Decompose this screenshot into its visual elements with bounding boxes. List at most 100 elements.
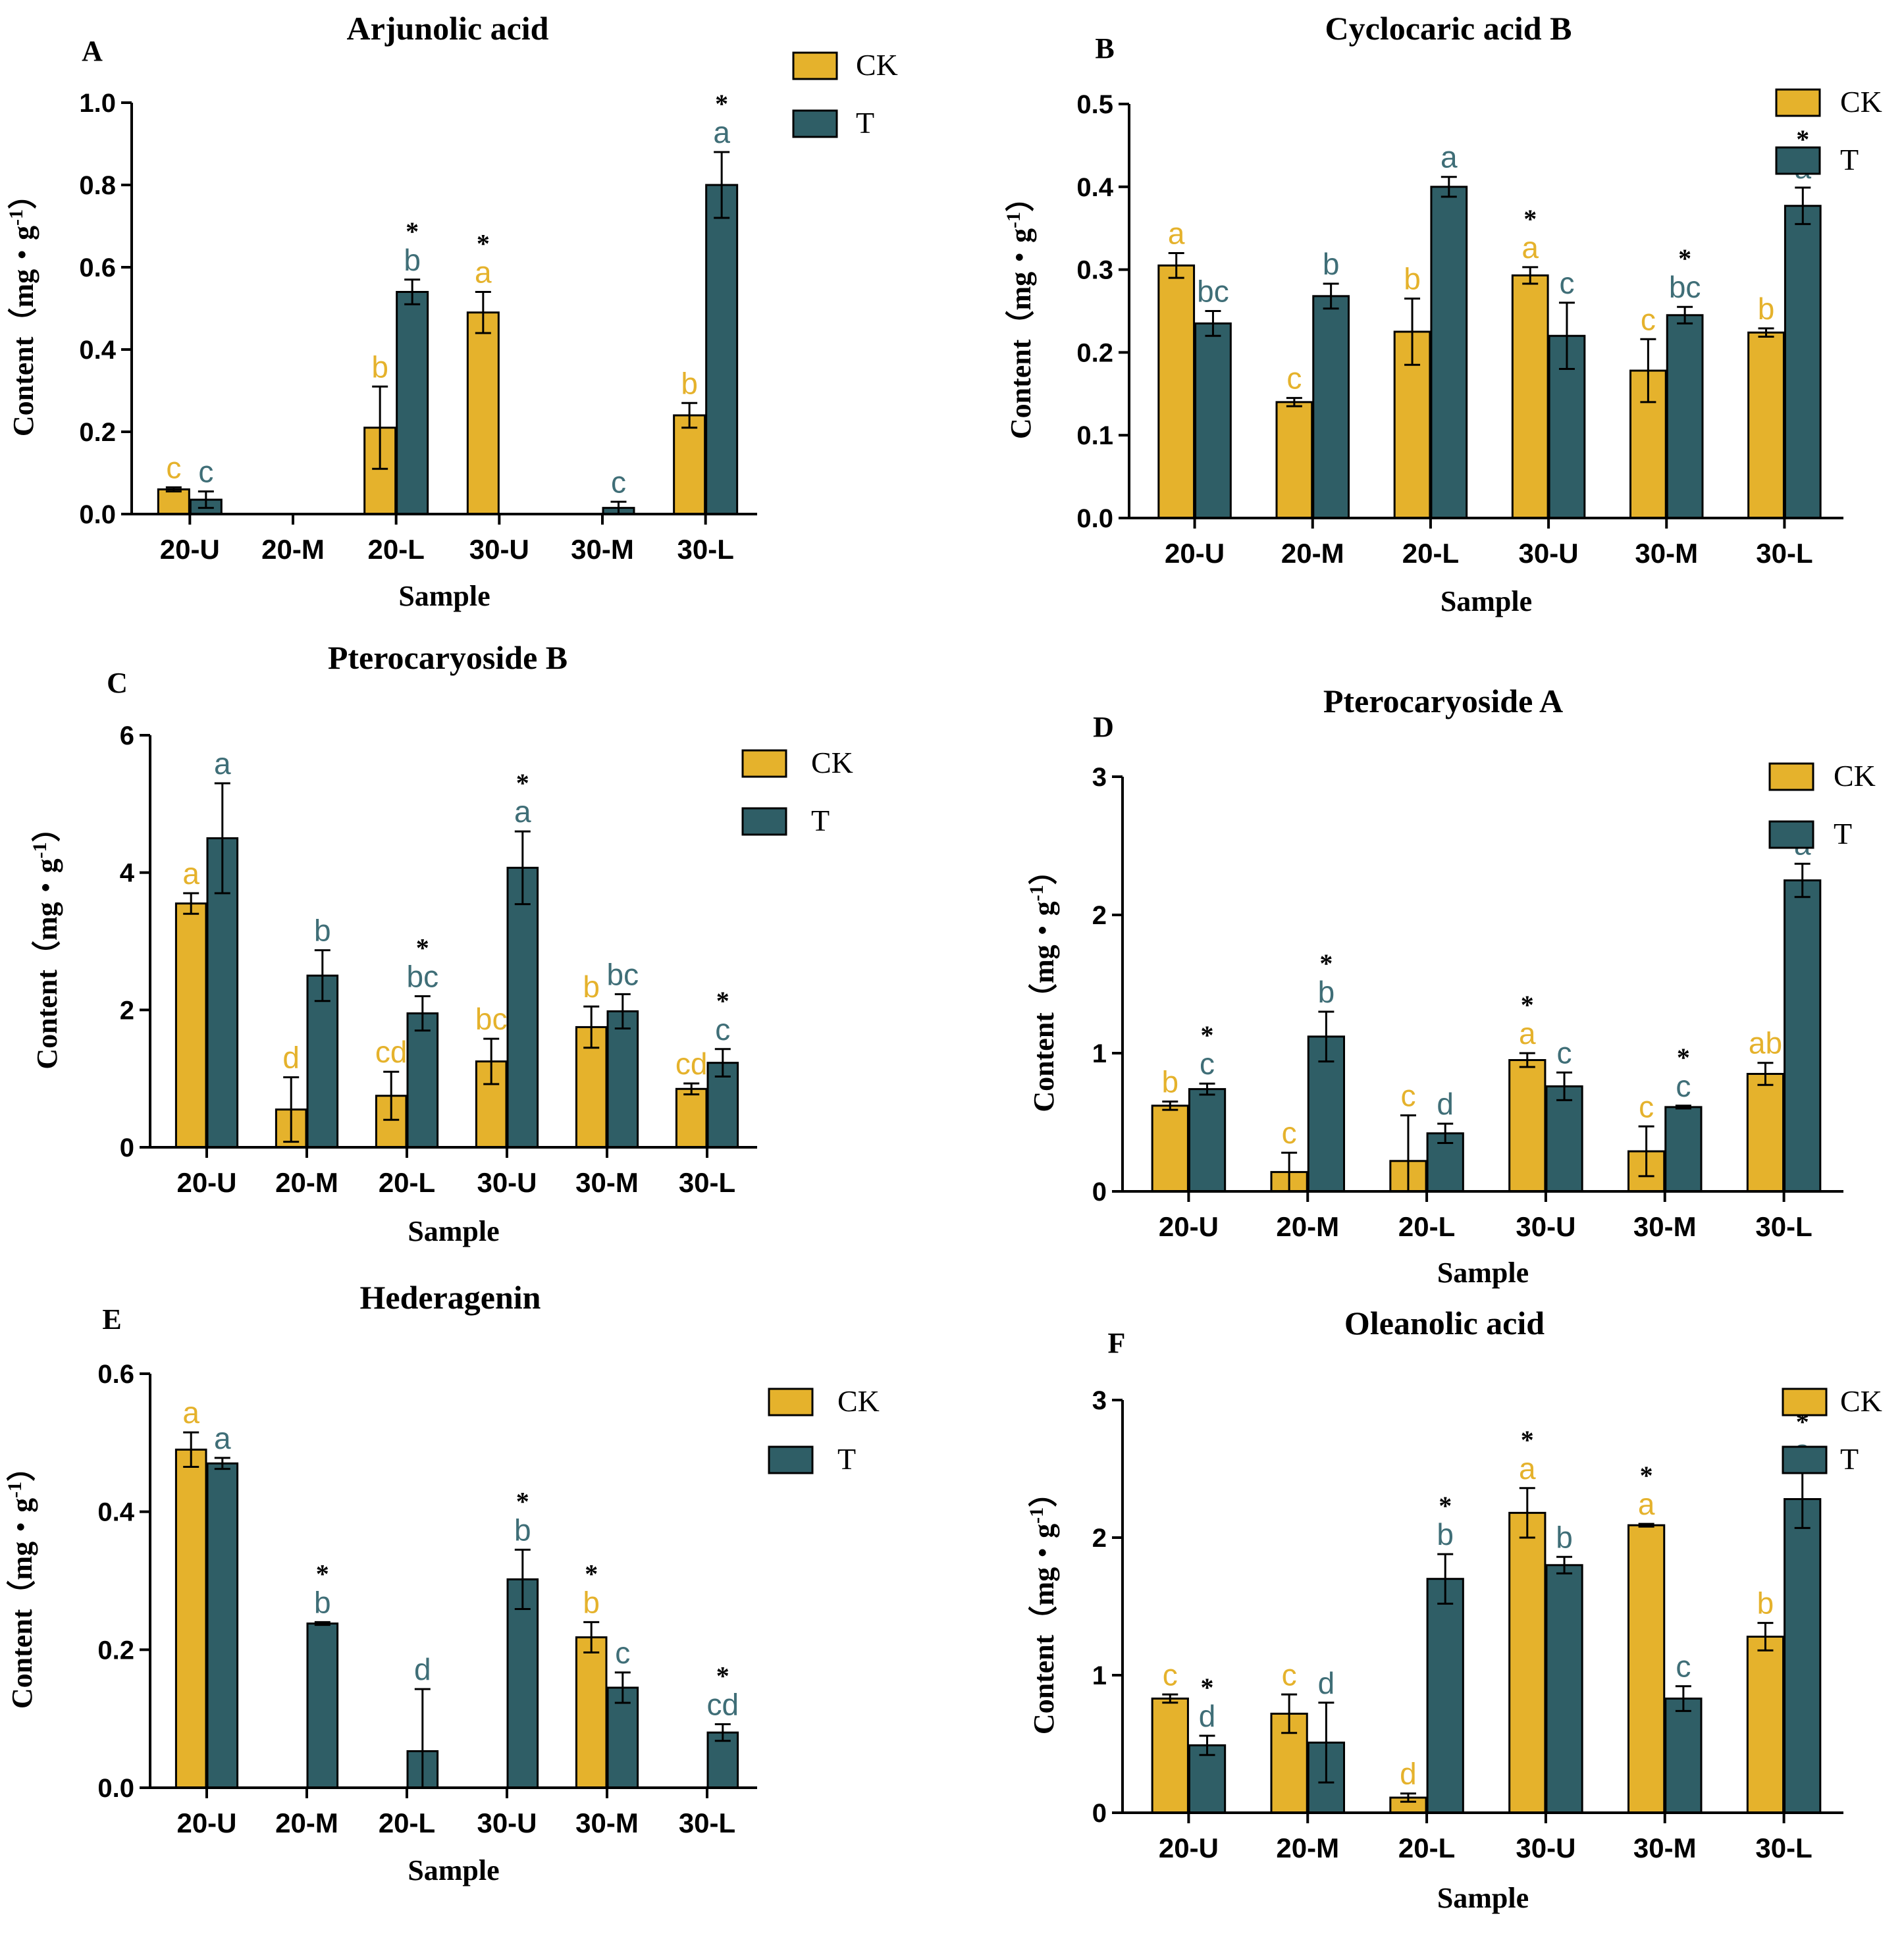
bar-t [306,1622,339,1789]
significance-letter: b [1757,1586,1774,1621]
bar-ck [575,1636,608,1789]
bar-ck [1275,401,1313,519]
x-tick-label: 30-U [477,1807,537,1838]
x-tick-label: 20-U [1165,538,1225,569]
y-tick-label: 0.0 [97,1774,134,1803]
significance-star: * [1678,244,1691,273]
significance-letter: b [1323,247,1340,281]
x-tick-label: 30-U [477,1167,537,1198]
significance-letter: c [1676,1069,1691,1103]
panel-label: F [1108,1327,1126,1359]
significance-letter: c [1200,1047,1215,1081]
x-tick-label: 30-L [679,1807,735,1838]
significance-letter: d [1437,1087,1454,1121]
bar-ck [1508,1059,1547,1193]
significance-letter: a [1638,1487,1655,1521]
y-tick-label: 0.3 [1076,256,1113,285]
significance-letter: c [615,1636,630,1670]
x-tick-label: 20-M [1281,538,1344,569]
y-tick-label: 0.2 [1076,338,1113,367]
y-tick-label: 0.6 [97,1360,134,1389]
y-axis-title: Content（mg・g-1） [5,180,40,436]
significance-letter: a [1521,230,1539,265]
y-tick-label: 0 [1092,1178,1107,1207]
significance-letter: bc [407,959,439,993]
legend-label-ck: CK [1840,85,1882,118]
y-tick-label: 2 [1092,901,1107,930]
significance-letter: bc [1197,274,1229,309]
legend-label-t: T [1840,1442,1859,1476]
x-axis-title: Sample [398,580,490,612]
x-tick-label: 30-M [571,534,634,565]
significance-letter: a [1441,140,1458,174]
chart-title: Oleanolic acid [1344,1305,1545,1341]
significance-letter: a [1519,1451,1536,1486]
x-tick-label: 30-M [575,1807,639,1838]
chart-panel-f: Oleanolic acidFccda*a*bd*db*bca*012320-U… [1026,1305,1882,1914]
significance-letter: bc [1669,270,1701,304]
legend-swatch-ck [741,749,787,778]
legend-swatch-ck [1768,762,1814,791]
bar-ck [1746,1635,1785,1814]
significance-star: * [1439,1491,1452,1520]
x-tick-label: 20-L [1402,538,1459,569]
significance-star: * [416,933,429,962]
significance-letter: a [1168,216,1185,250]
bar-ck [1508,1511,1547,1814]
legend-swatch-t [1775,146,1821,175]
bar-ck [1747,331,1785,519]
legend-swatch-t [1768,820,1814,849]
legend-label-ck: CK [811,746,853,779]
bar-ck [157,488,190,515]
significance-letter: c [715,1012,730,1047]
bar-t [1426,1578,1464,1814]
y-axis-title: Content（mg・g-1） [1026,856,1060,1112]
x-tick-label: 20-U [176,1807,236,1838]
significance-letter: a [713,115,730,149]
significance-letter: bc [475,1002,508,1036]
panel-label: B [1095,32,1114,65]
x-tick-label: 30-U [1516,1211,1575,1242]
bar-t [206,1462,239,1789]
panel-label: D [1093,711,1114,743]
legend-label-t: T [856,106,874,140]
bar-t [1312,295,1350,519]
y-tick-label: 0.0 [79,500,116,529]
significance-letter: d [414,1652,431,1686]
panel-label: A [82,35,103,67]
chart-panel-a: Arjunolic acidAcba*bcb*ca*0.00.20.40.60.… [5,10,898,612]
significance-letter: d [282,1041,300,1075]
bar-t [306,974,339,1149]
significance-star: * [1521,1425,1534,1455]
significance-letter: b [1404,262,1421,296]
x-tick-label: 20-L [1398,1211,1455,1242]
significance-letter: cd [675,1047,708,1081]
x-tick-label: 20-M [261,534,325,565]
significance-letter: b [314,914,331,948]
significance-letter: a [475,255,492,290]
x-tick-label: 30-U [469,534,529,565]
bar-ck [1511,274,1549,519]
legend-swatch-t [768,1445,814,1474]
x-tick-label: 30-M [1633,1832,1697,1863]
legend-label-ck: CK [1840,1384,1882,1418]
bar-t [406,1012,439,1149]
significance-letter: d [1400,1757,1417,1791]
significance-star: * [1640,1461,1653,1490]
significance-letter: b [583,970,600,1004]
x-tick-label: 20-M [1276,1211,1339,1242]
panel-label: C [107,667,128,699]
y-tick-label: 0 [1092,1799,1107,1828]
y-tick-label: 0.0 [1076,504,1113,533]
x-tick-label: 30-M [1635,538,1698,569]
x-tick-label: 20-L [379,1167,435,1198]
legend-label-t: T [837,1442,856,1476]
y-tick-label: 0.2 [97,1636,134,1665]
significance-letter: a [1519,1016,1536,1051]
significance-letter: cd [707,1688,739,1722]
significance-letter: bc [607,957,639,991]
significance-letter: b [404,243,421,277]
bar-t [606,1010,639,1149]
y-tick-label: 0.5 [1076,90,1113,119]
